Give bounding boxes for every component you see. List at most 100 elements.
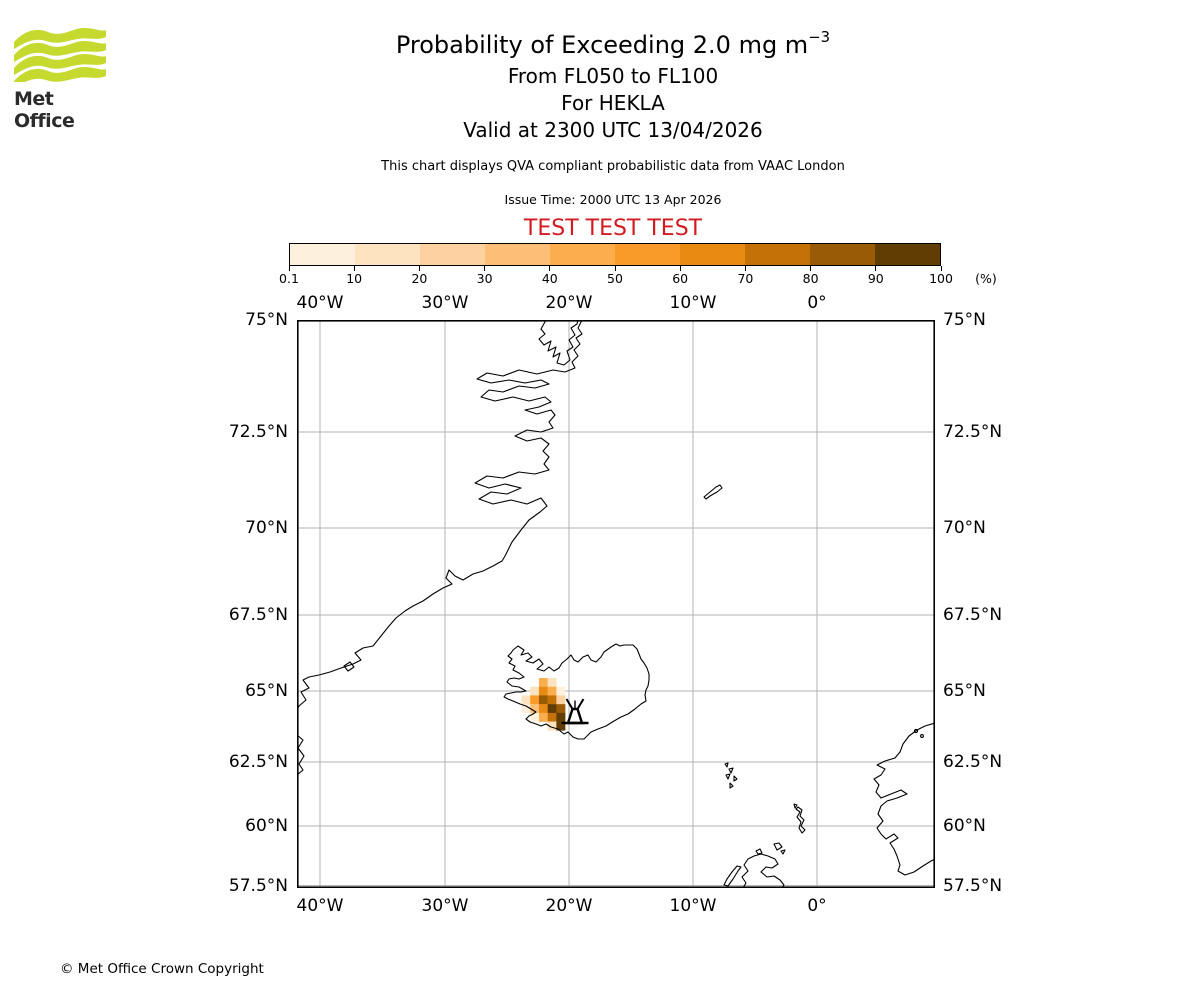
volcano-marker-icon	[561, 698, 589, 725]
lon-label-top: 30°W	[421, 293, 469, 313]
lat-label-right: 70°N	[943, 518, 986, 538]
probability-cell	[538, 686, 548, 696]
colorbar-tick	[353, 266, 355, 271]
probability-cell	[556, 695, 566, 705]
map-frame	[297, 320, 935, 888]
probability-cell	[530, 712, 540, 722]
probability-heatmap	[521, 678, 566, 731]
lat-label-right: 57.5°N	[943, 876, 1003, 896]
colorbar-tick	[875, 266, 877, 271]
colorbar-unit: (%)	[975, 271, 997, 286]
probability-cell	[521, 695, 531, 705]
chart-title: Probability of Exceeding 2.0 mg m−3	[395, 27, 831, 59]
colorbar-tick	[940, 266, 942, 271]
colorbar-segment	[355, 244, 420, 265]
coastline-scotland	[741, 853, 785, 888]
probability-cell	[547, 695, 557, 705]
map-plot	[297, 320, 935, 888]
probability-cell	[556, 721, 566, 731]
probability-cell	[547, 678, 557, 687]
lat-label-left: 57.5°N	[228, 876, 288, 896]
colorbar-tick-label: 40	[541, 271, 558, 286]
colorbar-tick	[614, 266, 616, 271]
colorbar-tick	[418, 266, 420, 271]
norway-islet	[913, 728, 919, 734]
colorbar-tick-label: 100	[929, 271, 953, 286]
probability-cell	[530, 695, 540, 705]
shetland-islands	[793, 803, 806, 834]
graticule	[297, 320, 935, 888]
lon-label-bottom: 30°W	[421, 896, 469, 916]
colorbar-segment	[550, 244, 615, 265]
lat-label-right: 60°N	[943, 816, 986, 836]
colorbar-tick	[549, 266, 551, 271]
lat-label-right: 72.5°N	[943, 422, 1003, 442]
probability-cell	[547, 712, 557, 722]
probability-cell	[556, 686, 566, 696]
norway-islet	[920, 734, 924, 738]
probability-cell	[538, 678, 548, 687]
probability-cell	[530, 686, 540, 696]
scotland-north-islet	[755, 848, 763, 855]
probability-cell	[556, 704, 566, 714]
lat-label-right: 62.5°N	[943, 752, 1003, 772]
orkney-islands	[773, 842, 786, 855]
colorbar-tick-label: 30	[476, 271, 493, 286]
colorbar-tick-label: 60	[672, 271, 689, 286]
lat-label-left: 62.5°N	[228, 752, 288, 772]
greenland-islet	[343, 661, 355, 672]
coastline-greenland-ne	[538, 320, 579, 366]
colorbar-tick	[288, 266, 290, 271]
colorbar-tick	[810, 266, 812, 271]
colorbar-tick-label: 70	[737, 271, 754, 286]
lon-label-bottom: 20°W	[545, 896, 593, 916]
probability-cell	[538, 704, 548, 714]
lon-label-top: 40°W	[296, 293, 344, 313]
coastline-iceland	[503, 643, 650, 740]
probability-cell	[547, 721, 557, 731]
probability-cell	[530, 704, 540, 714]
test-banner: TEST TEST TEST	[523, 216, 703, 241]
lon-label-bottom: 10°W	[669, 896, 717, 916]
coastline-greenland	[297, 320, 583, 711]
title-valid-time: Valid at 2300 UTC 13/04/2026	[463, 118, 763, 142]
logo-text: Met Office	[14, 88, 75, 132]
lon-label-top: 20°W	[545, 293, 593, 313]
lat-label-left: 72.5°N	[228, 422, 288, 442]
colorbar-tick-label: 90	[867, 271, 884, 286]
colorbar-tick-label: 0.1	[279, 271, 299, 286]
colorbar-segment	[875, 244, 940, 265]
title-flight-levels: From FL050 to FL100	[507, 64, 719, 88]
probability-cell	[538, 712, 548, 722]
lat-label-left: 70°N	[245, 518, 288, 538]
colorbar-tick	[484, 266, 486, 271]
lat-label-right: 65°N	[943, 681, 986, 701]
copyright-text: © Met Office Crown Copyright	[60, 961, 264, 977]
coastline-norway	[873, 722, 935, 876]
lon-label-top: 10°W	[669, 293, 717, 313]
colorbar-segment	[485, 244, 550, 265]
hebrides-islands	[723, 865, 742, 887]
lat-label-left: 67.5°N	[228, 605, 288, 625]
lat-label-right: 75°N	[943, 310, 986, 330]
logo-waves-icon	[14, 28, 106, 88]
lon-label-bottom: 0°	[807, 896, 827, 916]
colorbar	[289, 243, 941, 266]
lat-label-left: 65°N	[245, 681, 288, 701]
title-exponent: −3	[808, 27, 831, 46]
probability-cell	[556, 712, 566, 722]
jan-mayen-island	[703, 484, 723, 500]
colorbar-segment	[420, 244, 485, 265]
colorbar-segment	[615, 244, 680, 265]
issue-time: Issue Time: 2000 UTC 13 Apr 2026	[504, 192, 722, 207]
probability-cell	[538, 695, 548, 705]
lat-label-left: 75°N	[245, 310, 288, 330]
colorbar-tick-label: 20	[411, 271, 428, 286]
colorbar-segment	[745, 244, 810, 265]
lon-label-top: 0°	[807, 293, 827, 313]
colorbar-segment	[810, 244, 875, 265]
lat-label-left: 60°N	[245, 816, 288, 836]
qva-note: This chart displays QVA compliant probab…	[381, 159, 845, 174]
coastline-greenland-south	[297, 734, 305, 776]
